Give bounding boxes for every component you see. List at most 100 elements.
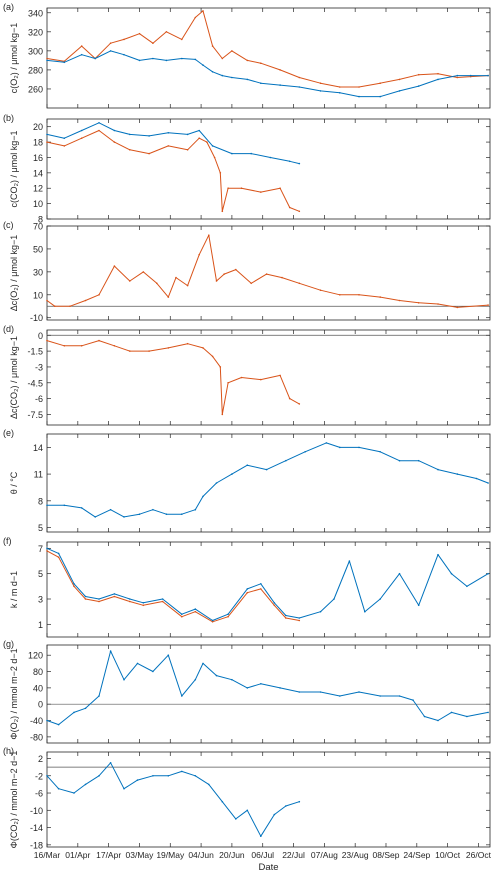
data-point: [231, 50, 233, 52]
data-point: [456, 306, 459, 309]
data-point: [84, 707, 87, 710]
y-tick-label: -40: [30, 716, 43, 726]
panel-b: 8 10 12 14 16 18 20 (b) c(CO₂) / μmol kg−1: [3, 113, 491, 225]
data-point: [250, 282, 252, 285]
data-point: [142, 604, 145, 607]
data-point: [469, 74, 472, 77]
x-tick-label: 07/Aug: [311, 850, 338, 860]
data-point: [98, 129, 100, 132]
data-point: [298, 617, 301, 619]
data-point: [148, 135, 150, 137]
data-point: [348, 560, 351, 562]
data-point: [417, 85, 420, 87]
data-point: [260, 62, 262, 64]
data-point: [279, 187, 281, 189]
data-point: [398, 572, 401, 575]
x-tick-label: 08/Sep: [373, 850, 400, 860]
data-point: [298, 619, 301, 622]
data-point: [358, 95, 360, 98]
data-point: [181, 57, 183, 60]
series-line-1: [46, 650, 489, 726]
data-point: [167, 654, 170, 656]
panel-f: 1 3 5 7 (f) k / m d−1: [3, 536, 491, 638]
data-point: [63, 61, 66, 64]
data-point: [221, 210, 224, 213]
data-point: [138, 59, 141, 62]
data-point: [202, 662, 204, 665]
data-point: [123, 38, 125, 41]
y-tick-label: 320: [28, 27, 43, 37]
data-point: [136, 779, 139, 781]
data-point: [194, 775, 197, 777]
data-point: [235, 818, 237, 820]
data-point: [46, 504, 48, 507]
data-point: [221, 800, 224, 803]
y-tick-label: 8: [38, 215, 43, 225]
data-point: [379, 451, 382, 453]
data-point: [246, 78, 249, 81]
data-point: [298, 162, 301, 165]
data-point: [319, 289, 322, 292]
data-point: [198, 137, 200, 139]
y-tick-label: -10: [30, 806, 43, 816]
data-point: [288, 160, 291, 163]
data-point: [94, 516, 96, 518]
data-point: [211, 355, 214, 358]
data-point: [475, 477, 478, 480]
axes-box: [46, 644, 491, 744]
data-point: [181, 770, 183, 773]
data-point: [46, 57, 48, 60]
data-point: [109, 650, 112, 652]
data-point: [273, 602, 276, 604]
data-point: [437, 719, 439, 722]
y-tick-label: 8: [38, 496, 43, 506]
data-point: [80, 45, 83, 47]
data-point: [152, 42, 154, 44]
panel-a: 260 280 300 320 340 (a) c(O₂) / μmol kg−1: [3, 2, 491, 109]
data-point: [63, 137, 66, 139]
y-tick-label: 5: [38, 569, 43, 579]
data-point: [181, 615, 183, 618]
data-point: [84, 783, 87, 786]
y-tick-label: 2: [38, 754, 43, 764]
data-point: [285, 805, 287, 807]
data-point: [288, 397, 291, 400]
data-point: [156, 282, 158, 285]
data-point: [152, 57, 154, 60]
x-tick-label: 04/Jun: [188, 850, 214, 860]
data-point: [260, 82, 262, 84]
data-point: [273, 604, 276, 607]
panel-label: (c): [3, 220, 14, 230]
data-point: [487, 304, 489, 306]
data-point: [211, 619, 214, 622]
panel-c: -10 10 30 50 70 (c) Δc(O₂) / μmol kg−1: [3, 220, 491, 323]
data-point: [142, 602, 145, 604]
data-point: [279, 84, 281, 86]
y-tick-label: 40: [33, 683, 43, 693]
data-point: [211, 45, 214, 47]
data-point: [142, 271, 145, 273]
panel-label: (e): [3, 428, 14, 438]
data-point: [279, 374, 281, 377]
y-tick-label: -7.5: [27, 410, 43, 420]
y-tick-label: 10: [33, 290, 43, 300]
data-point: [129, 133, 131, 136]
data-point: [358, 446, 360, 449]
data-point: [198, 129, 200, 132]
y-axis-label: θ / °C: [9, 471, 19, 494]
data-point: [298, 691, 301, 693]
data-point: [487, 482, 489, 484]
data-point: [450, 572, 453, 575]
data-point: [186, 284, 189, 287]
y-tick-label: 80: [33, 667, 43, 677]
data-point: [285, 614, 287, 617]
data-point: [333, 598, 335, 600]
axes-box: [46, 329, 491, 426]
data-point: [113, 129, 116, 132]
data-point: [298, 403, 301, 405]
data-point: [46, 550, 48, 552]
data-point: [265, 468, 268, 471]
data-point: [194, 508, 197, 511]
data-point: [456, 473, 459, 475]
data-point: [437, 553, 439, 556]
